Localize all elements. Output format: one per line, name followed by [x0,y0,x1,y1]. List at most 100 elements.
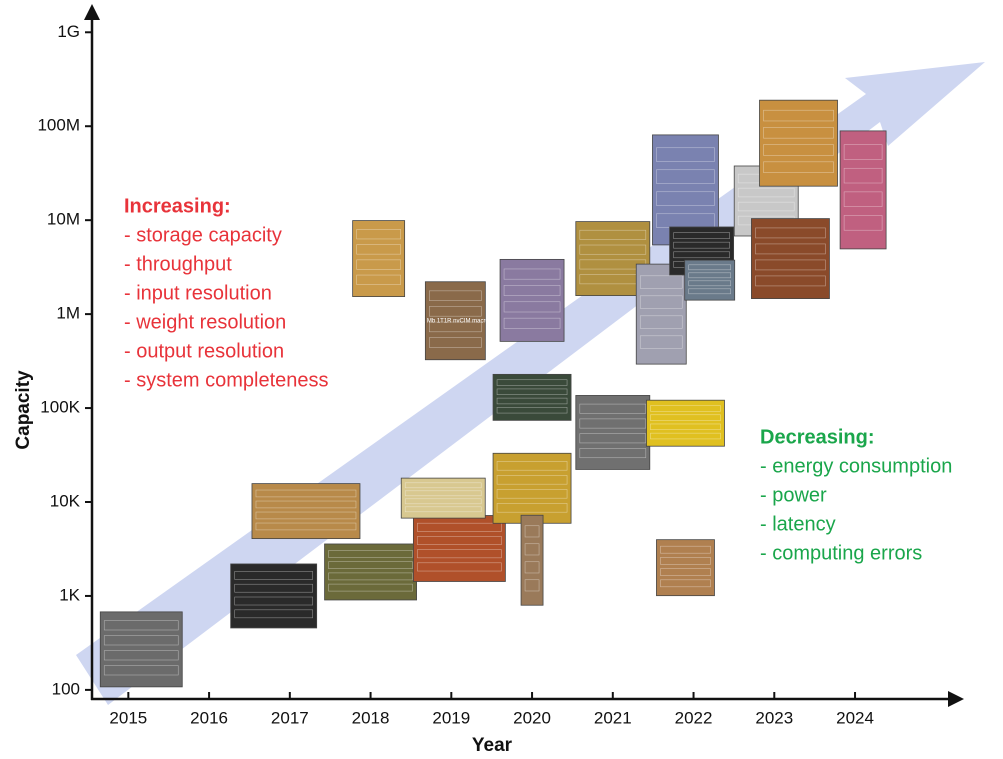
chip-block [404,506,482,513]
chip-block [737,201,795,212]
chip-block [496,397,568,405]
y-axis-title: Capacity [13,370,34,450]
chip-block [843,191,883,207]
chip-block [404,498,482,505]
chip-block [843,167,883,184]
chip-block [763,161,834,173]
chip-block [255,489,357,498]
chip-block [843,144,883,160]
chip-photo [230,563,318,629]
chip-block [843,215,883,231]
chip-block [429,290,482,301]
chip-block [524,579,540,592]
chip-block [755,243,826,255]
chip-block [496,475,568,485]
chip-texture [524,525,540,592]
chip-texture [763,109,834,173]
x-tick-label: 2024 [836,708,874,727]
y-tick-label: 1K [59,585,80,604]
chip-photo [99,611,183,688]
chip-texture [429,290,482,348]
chip-block [496,503,568,513]
x-tick-label: 2019 [432,708,470,727]
chip-block [356,229,401,240]
increasing-item: - throughput [124,253,232,275]
chip-block [429,337,482,348]
chip-block [255,500,357,509]
chip-block [650,414,721,421]
chip-block [496,388,568,395]
y-tick-label: 100K [40,398,80,417]
chip-block [755,259,826,271]
decreasing-item: - latency [760,513,836,535]
chip-block [503,317,561,329]
chip-block [650,405,721,412]
chip-block [429,306,482,317]
y-tick-label: 1G [57,22,80,41]
chip-texture [496,379,568,414]
x-tick-label: 2018 [352,708,390,727]
chip-block [356,274,401,285]
chip-texture [404,482,482,513]
decreasing-title: Decreasing: [760,426,875,448]
chip-block [429,321,482,333]
x-axis-arrow [948,691,964,707]
chip-texture [650,405,721,440]
chip-block [524,543,540,556]
chip-texture [688,264,731,295]
chip-block [103,665,179,676]
chip-photo [652,134,719,246]
chip-block [688,272,731,279]
chip-block [103,620,179,631]
chip-photo [499,258,565,342]
chip-block [579,229,647,240]
chip-block [579,418,647,429]
increasing-title: Increasing: [124,195,231,217]
chip-texture [579,403,647,459]
chip-block [503,285,561,296]
chip-block [673,251,730,259]
chip-photo [751,218,830,299]
chip-block [763,109,834,122]
chip-block [579,244,647,255]
chip-texture [755,227,826,287]
x-tick-label: 2023 [755,708,793,727]
chip-texture [103,620,179,676]
chip-block [417,522,502,532]
x-tick-label: 2017 [271,708,309,727]
chip-texture [639,275,683,349]
chip-block [356,259,401,270]
y-tick-label: 1M [56,304,80,323]
chip-photo [635,263,687,365]
chip-photo [400,477,486,519]
y-tick-label: 100 [52,679,80,698]
x-tick-label: 2021 [594,708,632,727]
chip-layer [99,99,887,688]
increasing-item: - output resolution [124,340,284,362]
chip-block [579,448,647,459]
chip-block [688,288,731,295]
chip-block [103,650,179,661]
decreasing-item: - power [760,484,827,506]
increasing-item: - weight resolution [124,311,286,333]
chip-block [763,127,834,139]
y-tick-label: 10K [50,491,81,510]
chip-photo [646,399,725,447]
chip-block [660,568,711,576]
chip-photo [324,543,417,601]
decreasing-item: - energy consumption [760,455,952,477]
x-tick-label: 2020 [513,708,551,727]
chip-block [417,536,502,545]
x-tick-label: 2015 [109,708,147,727]
chip-block [404,482,482,489]
chip-block [650,432,721,440]
y-tick-label: 10M [47,210,80,229]
chip-block [103,635,179,646]
y-tick-label: 100M [37,116,80,135]
x-tick-label: 2022 [675,708,713,727]
chip-block [688,280,731,287]
chip-annotation: 1 Mb 1T1R nvCIM macro [422,318,490,324]
chip-block [234,571,313,580]
chip-photo [839,130,887,250]
chip-texture [417,522,502,572]
